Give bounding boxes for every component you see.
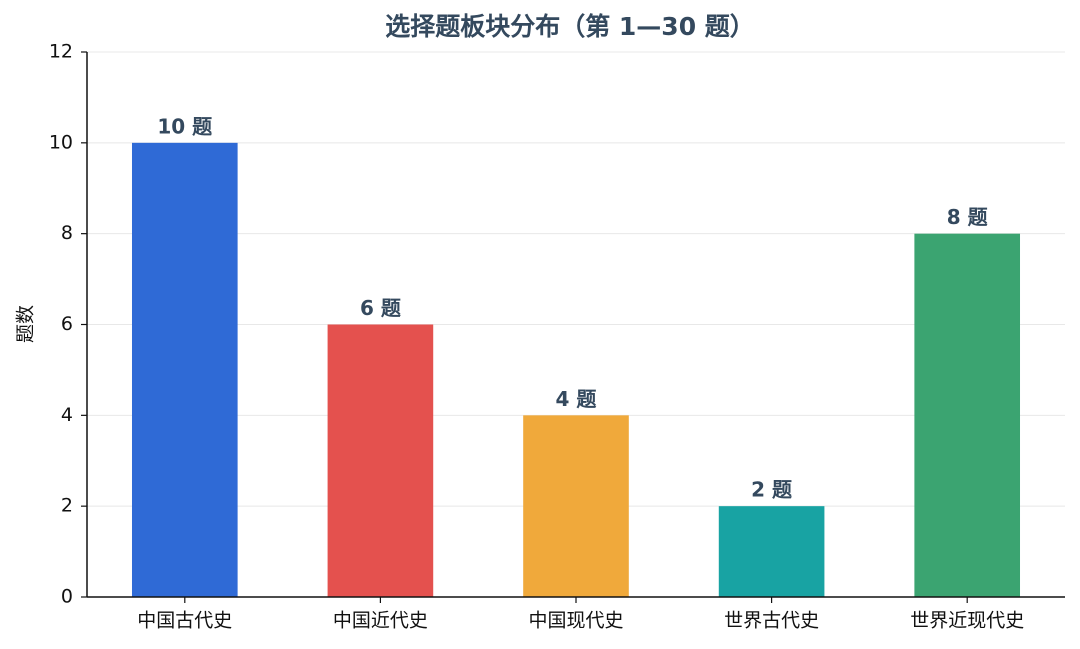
y-tick-label: 12: [49, 41, 73, 63]
y-tick-label: 2: [61, 495, 73, 517]
value-label: 10 题: [157, 114, 213, 138]
value-label: 4 题: [556, 387, 598, 411]
value-label: 6 题: [360, 296, 402, 320]
y-tick-label: 10: [49, 131, 73, 153]
x-tick-label: 世界近现代史: [910, 610, 1024, 632]
y-tick-label: 0: [61, 586, 73, 608]
value-label: 8 题: [947, 205, 989, 229]
bar: [131, 142, 238, 598]
bar: [523, 415, 629, 597]
x-tick-label: 中国古代史: [137, 610, 232, 632]
y-tick-label: 4: [61, 404, 73, 426]
bar: [914, 233, 1021, 597]
x-tick-label: 世界古代史: [724, 610, 819, 632]
y-tick-label: 8: [61, 222, 73, 244]
y-axis-label: 题数: [15, 305, 37, 343]
x-tick-label: 中国现代史: [528, 610, 623, 632]
bar: [718, 506, 825, 597]
x-tick-label: 中国近代史: [333, 610, 428, 632]
bar: [327, 324, 434, 597]
value-label: 2 题: [751, 478, 793, 502]
chart-title: 选择题板块分布（第 1—30 题）: [385, 12, 755, 41]
y-tick-label: 6: [61, 313, 73, 335]
